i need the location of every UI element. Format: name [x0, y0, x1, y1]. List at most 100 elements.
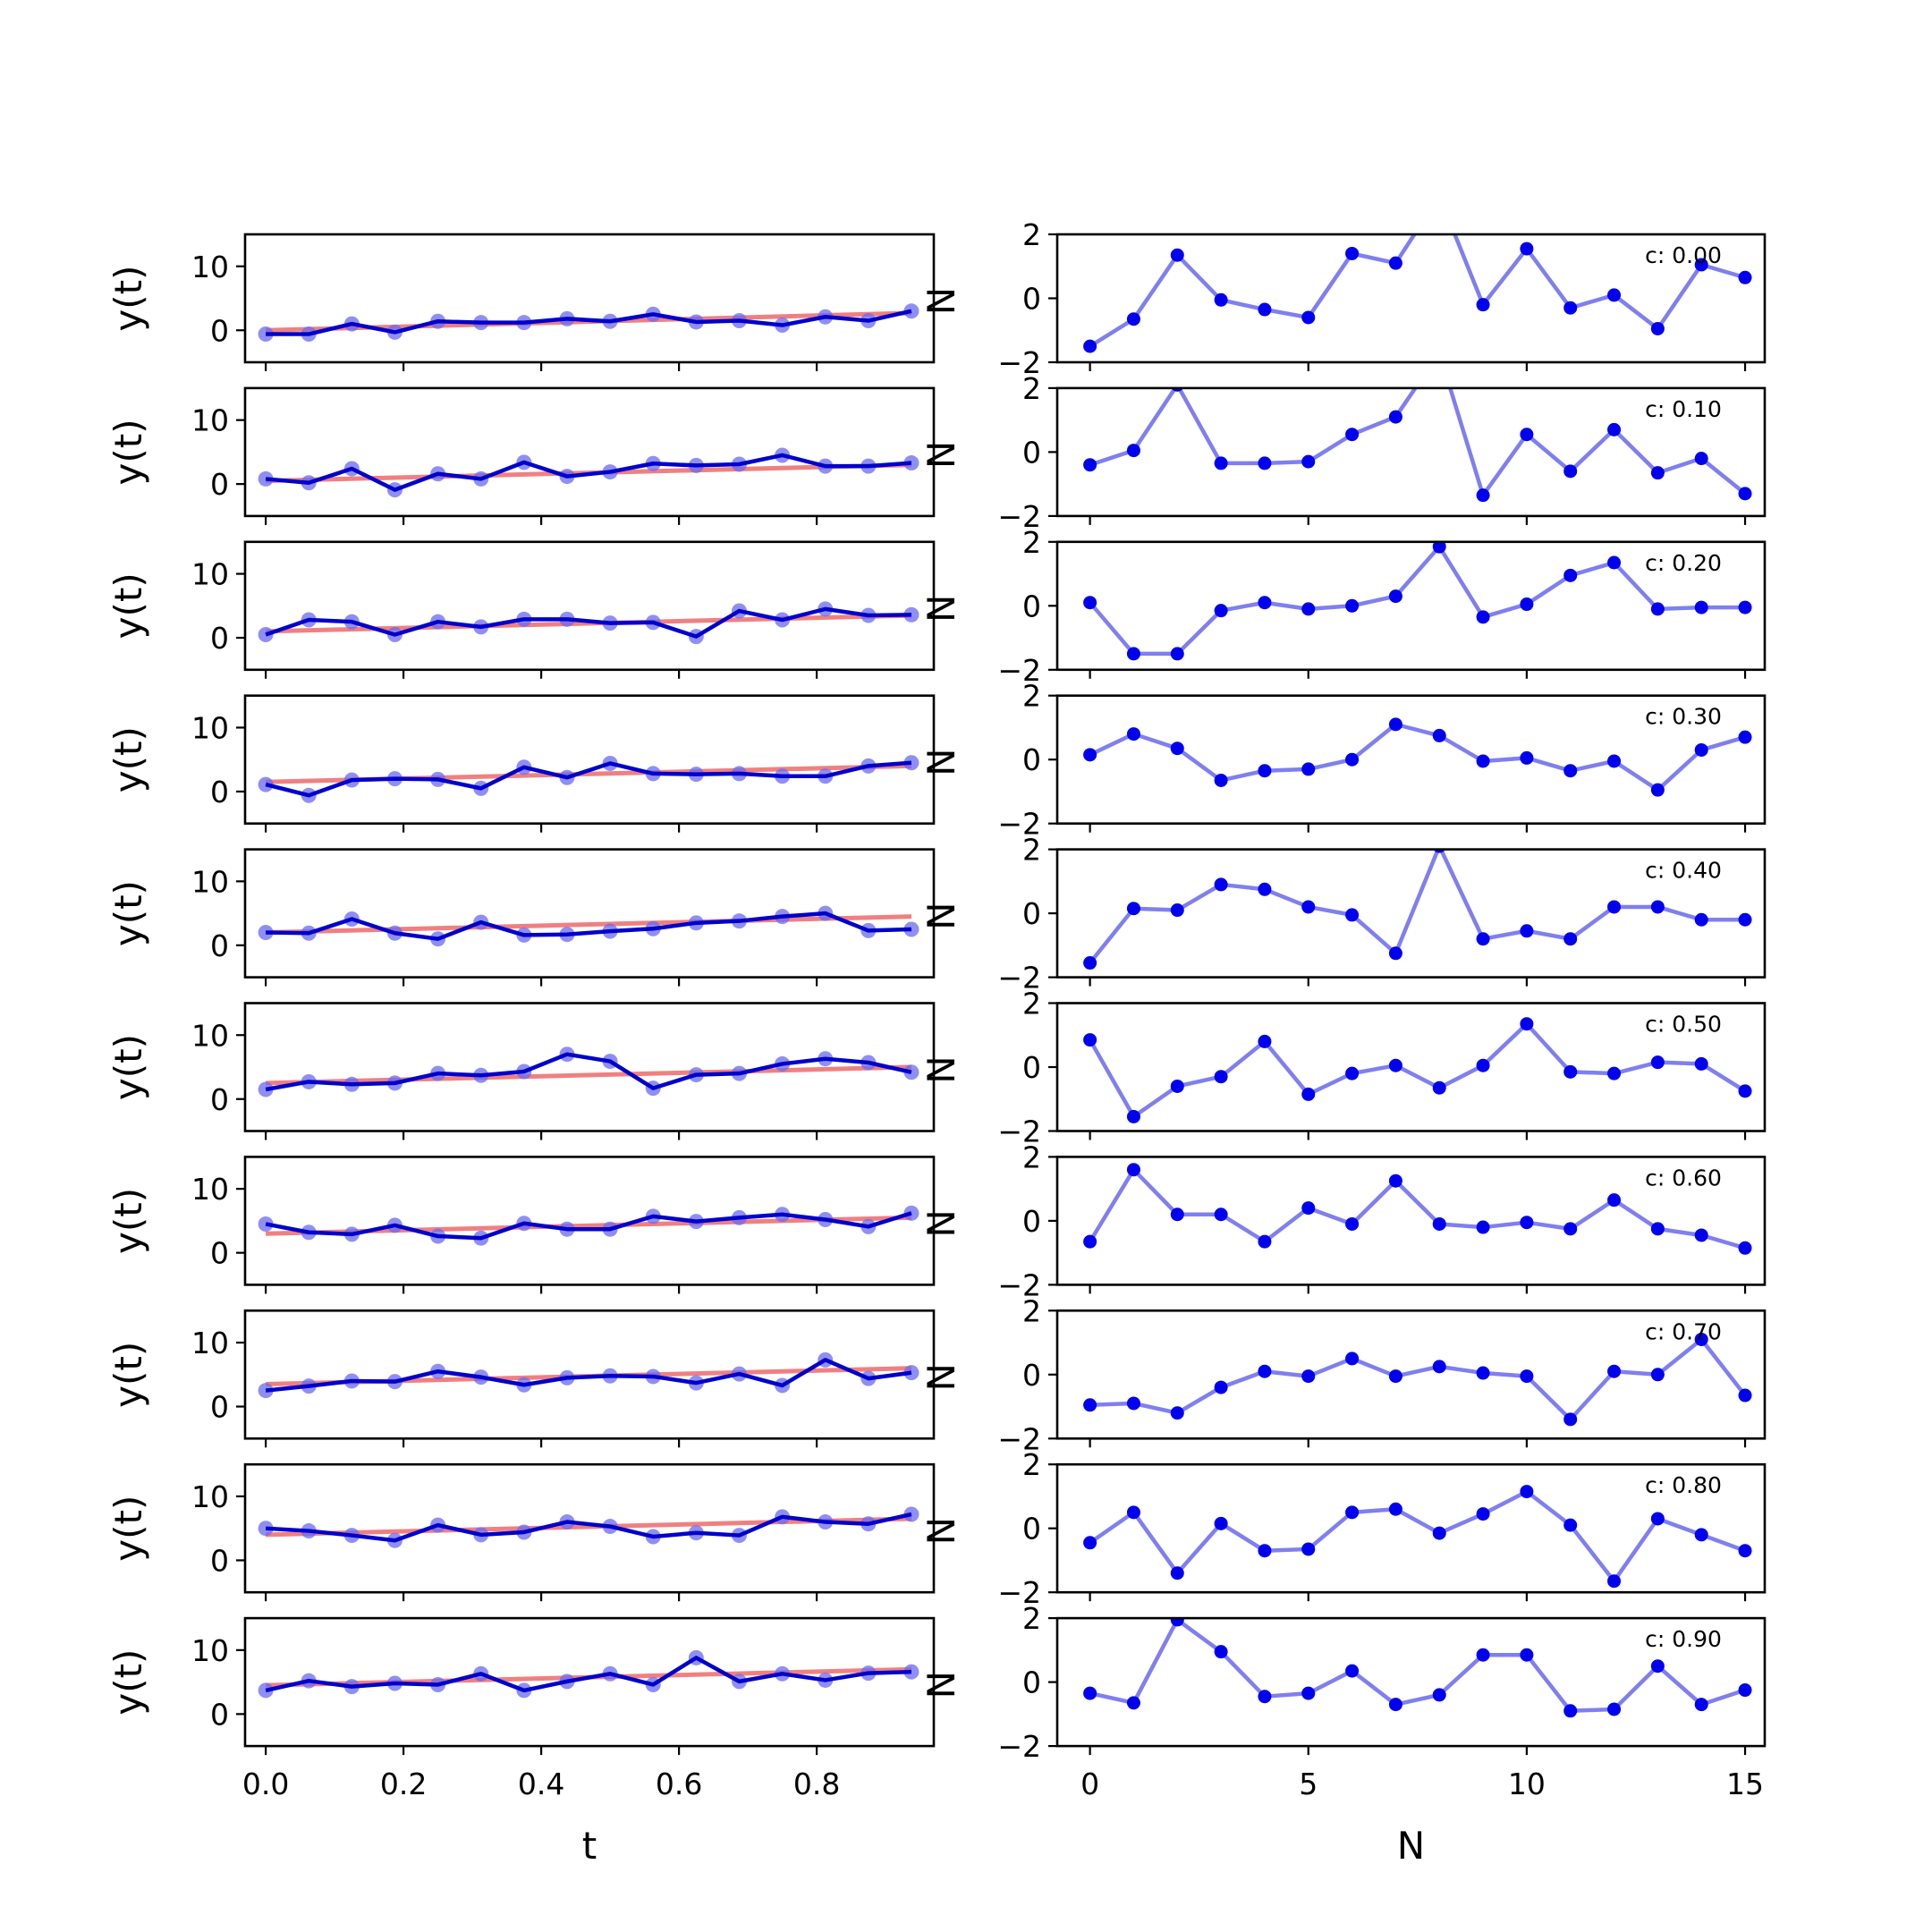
right-data-point — [1694, 1332, 1708, 1346]
right-data-point — [1126, 1505, 1140, 1520]
right-data-point — [1214, 1070, 1228, 1084]
right-data-point — [1563, 1518, 1578, 1532]
right-data-point — [1433, 849, 1445, 853]
left-y-tick-label: 0 — [210, 467, 229, 502]
right-panel-6: 2 0 −2 Nc: 0.60 — [919, 1140, 1767, 1302]
left-data-line — [265, 1358, 912, 1393]
right-data-point — [1607, 422, 1622, 436]
left-y-tick-label: 0 — [210, 1543, 229, 1578]
right-data-point — [1258, 1544, 1272, 1558]
right-data-line — [1089, 1618, 1746, 1714]
right-data-point — [1083, 1234, 1097, 1249]
right-panel-8: 2 0 −2 Nc: 0.80 — [919, 1447, 1767, 1610]
right-data-point — [1738, 600, 1752, 614]
left-axes-frame — [243, 848, 936, 979]
right-data-point — [1345, 1352, 1360, 1366]
right-data-point — [1388, 1502, 1402, 1516]
right-data-point — [1433, 190, 1446, 203]
right-y-axis-label: N — [919, 287, 963, 315]
right-data-point — [1650, 1659, 1665, 1674]
left-data-line — [265, 606, 912, 639]
right-data-point — [1126, 444, 1140, 458]
left-y-tick-label: 10 — [191, 1633, 229, 1668]
left-plot-area — [258, 905, 919, 947]
right-y-tick-label: 0 — [1022, 1512, 1041, 1546]
right-y-tick-label: 0 — [1022, 282, 1041, 317]
right-x-tick-label: 5 — [1299, 1767, 1318, 1801]
right-data-point — [1301, 1087, 1316, 1101]
right-y-axis-label: N — [919, 1209, 963, 1237]
right-data-point — [1738, 730, 1752, 744]
right-data-point — [1126, 1163, 1140, 1177]
right-data-point — [1520, 1216, 1534, 1230]
right-y-tick-label: 0 — [1022, 1050, 1041, 1085]
right-data-point — [1432, 541, 1446, 554]
right-y-tick-label: −2 — [997, 1575, 1041, 1610]
right-data-point — [1607, 900, 1622, 914]
right-data-point — [1520, 1017, 1534, 1031]
right-data-point — [1650, 900, 1665, 914]
left-plot-area — [258, 1046, 919, 1097]
right-y-tick-label: 2 — [1022, 371, 1041, 406]
right-data-point — [1650, 1512, 1665, 1526]
left-data-line — [265, 760, 912, 798]
right-data-point — [1476, 610, 1490, 624]
left-axes-frame — [243, 1002, 936, 1132]
panel-annotation: c: 0.30 — [1645, 704, 1722, 730]
left-axes-frame — [243, 1156, 936, 1286]
right-data-point — [1170, 1406, 1184, 1420]
right-data-point — [1694, 452, 1708, 466]
right-data-point — [1170, 741, 1184, 756]
right-data-point — [1345, 1505, 1360, 1520]
right-data-point — [1170, 1079, 1184, 1093]
right-plot-area — [1083, 387, 1752, 503]
right-data-point — [1520, 1369, 1534, 1384]
left-data-line — [265, 1656, 912, 1693]
right-data-point — [1738, 270, 1752, 284]
right-panel-1: 2 0 −2 Nc: 0.10 — [919, 371, 1767, 534]
right-data-point — [1476, 754, 1490, 768]
right-y-tick-label: 2 — [1022, 1140, 1041, 1174]
right-y-tick-label: 0 — [1022, 896, 1041, 931]
right-data-point — [1345, 246, 1360, 260]
right-data-point — [1258, 882, 1272, 896]
right-data-line — [1089, 1337, 1747, 1422]
right-data-point — [1214, 456, 1228, 470]
left-y-tick-label: 10 — [191, 403, 229, 438]
right-data-point — [1258, 596, 1272, 610]
right-x-axis-label: N — [1397, 1824, 1425, 1868]
panel-annotation: c: 0.10 — [1645, 396, 1722, 422]
left-axes-frame — [243, 1309, 936, 1440]
right-data-point — [1083, 458, 1097, 472]
left-panel-2: 0 10 y(t) — [106, 540, 936, 679]
right-data-point — [1214, 773, 1228, 787]
right-data-point — [1694, 258, 1708, 272]
right-y-tick-label: 0 — [1022, 1665, 1041, 1700]
left-y-tick-label: 0 — [210, 928, 229, 963]
right-data-point — [1388, 946, 1402, 961]
left-plot-area — [258, 1205, 919, 1246]
right-data-point — [1214, 1380, 1228, 1394]
panel-annotation: c: 0.00 — [1645, 242, 1722, 268]
left-panel-4: 0 10 y(t) — [106, 848, 936, 987]
right-data-point — [1170, 647, 1184, 661]
right-data-line — [1088, 849, 1746, 964]
right-data-point — [1126, 1696, 1140, 1710]
right-data-point — [1476, 1366, 1490, 1380]
right-data-point — [1083, 1686, 1097, 1700]
right-data-point — [1650, 1222, 1665, 1236]
right-data-point — [1694, 912, 1708, 927]
right-data-point — [1214, 604, 1228, 618]
right-data-point — [1563, 1704, 1578, 1718]
right-data-point — [1738, 1544, 1752, 1558]
right-data-point — [1388, 256, 1402, 270]
right-data-point — [1607, 1702, 1622, 1716]
left-data-line — [266, 309, 912, 336]
right-data-point — [1388, 1698, 1402, 1712]
right-data-point — [1345, 428, 1360, 442]
left-y-tick-label: 0 — [210, 1697, 229, 1732]
right-y-tick-label: −2 — [997, 1729, 1041, 1764]
right-data-point — [1126, 727, 1140, 741]
right-data-point — [1214, 877, 1228, 892]
right-data-point — [1476, 1648, 1490, 1662]
